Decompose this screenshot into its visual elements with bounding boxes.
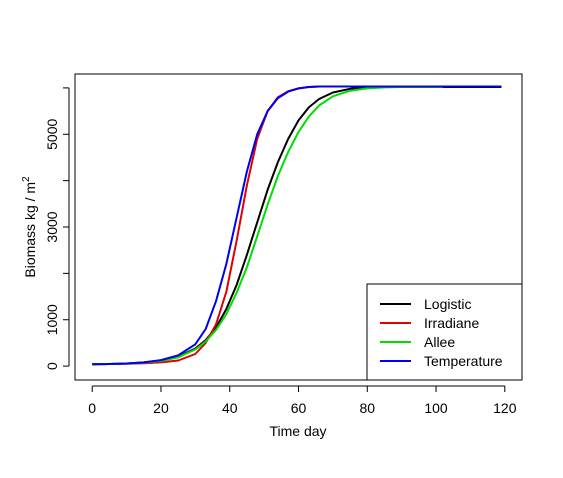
y-tick-label: 5000 — [44, 118, 60, 149]
series-line-irradiane — [92, 85, 402, 366]
x-tick-label: 40 — [222, 400, 238, 416]
legend-label: Logistic — [424, 296, 471, 312]
series-lines — [92, 85, 502, 366]
y-tick-label: 0 — [44, 362, 60, 370]
legend-label: Allee — [424, 334, 455, 350]
legend-items: Logistic Irradiane Allee Temperature — [380, 296, 503, 369]
plot-frame — [74, 73, 523, 381]
y-axis-title-superscript: 2 — [21, 176, 32, 182]
y-axis: 0 1000 3000 5000 — [44, 87, 70, 370]
y-tick-label: 3000 — [44, 211, 60, 242]
x-axis: 0 20 40 60 80 100 120 — [88, 385, 517, 416]
legend-label: Temperature — [424, 353, 503, 369]
legend-label: Irradiane — [424, 315, 479, 331]
y-axis-title-main: Biomass kg / m — [22, 182, 38, 278]
series-line-temperature — [92, 85, 502, 366]
legend: Logistic Irradiane Allee Temperature — [366, 283, 523, 381]
x-tick-label: 20 — [153, 400, 169, 416]
x-tick-label: 120 — [493, 400, 517, 416]
x-tick-label: 0 — [88, 400, 96, 416]
x-tick-label: 100 — [424, 400, 448, 416]
y-axis-title: Biomass kg / m2 — [21, 176, 38, 278]
x-axis-title: Time day — [269, 423, 326, 439]
x-tick-label: 80 — [359, 400, 375, 416]
series-line-allee — [92, 86, 443, 366]
x-tick-label: 60 — [291, 400, 307, 416]
y-tick-label: 1000 — [44, 304, 60, 335]
legend-box — [366, 283, 523, 381]
